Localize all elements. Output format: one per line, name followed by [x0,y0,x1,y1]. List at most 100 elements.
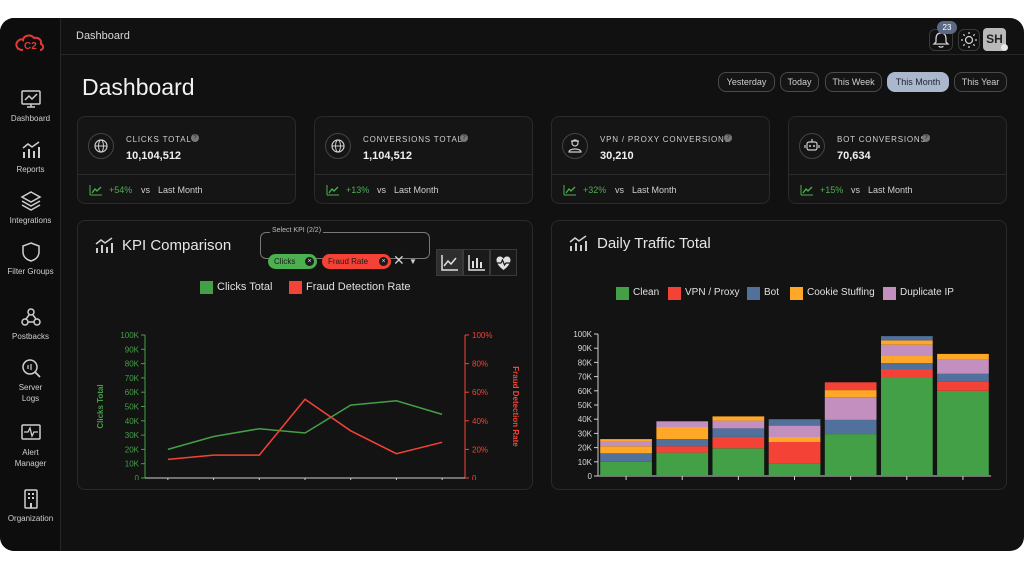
help-icon[interactable]: ? [460,134,468,142]
stat-label: CONVERSIONS TOTAL [363,135,463,144]
help-icon[interactable]: ? [724,134,732,142]
layers-icon [20,190,42,212]
bar-segment-vpn-proxy [937,382,989,391]
globe-cursor-icon [88,133,114,159]
bar-segment-clean [825,434,877,476]
bar-segment-cookie-stuffing [713,416,765,420]
chip-remove-icon[interactable]: × [379,257,388,266]
range-this-year-button[interactable]: This Year [954,72,1007,92]
bar-chart-icon [20,139,42,161]
legend-swatch-bot [747,287,760,300]
stat-card-vpn-proxy-conversions: VPN / PROXY CONVERSIONS ? 30,210 +32% vs… [551,116,770,204]
theme-toggle-button[interactable] [958,29,980,51]
y-tick-label: 0 [135,474,140,480]
kpi-chip-fraud-rate[interactable]: Fraud Rate × [322,254,391,269]
breadcrumb[interactable]: Dashboard [76,30,130,42]
range-this-month-button[interactable]: This Month [887,72,949,92]
stat-vs: vs [141,185,150,195]
bar-segment-cookie-stuffing [656,427,708,439]
app-window: C2 Dashboard Reports [0,18,1024,551]
bar-chart-type-button[interactable] [463,249,490,276]
stat-card-clicks-total: CLICKS TOTAL ? 10,104,512 +54% vs Last M… [77,116,296,204]
sidebar-item-filter-groups[interactable]: Filter Groups [0,241,61,277]
bar-segment-bot [825,420,877,434]
series-line-clicks-total [168,401,442,450]
x-tick-label: 2025-06-06 [886,483,927,484]
help-icon[interactable]: ? [191,134,199,142]
sidebar-item-organization[interactable]: Organization [0,488,61,524]
notification-count-badge: 23 [937,21,957,34]
stat-value: 10,104,512 [126,150,181,162]
divider [789,174,1006,175]
stat-card-bot-conversions: BOT CONVERSIONS ? 70,634 +15% vs Last Mo… [788,116,1007,204]
legend-label-fraud-rate: Fraud Detection Rate [306,281,411,293]
stat-vs: vs [851,185,860,195]
stat-value: 70,634 [837,150,871,162]
bar-segment-vpn-proxy [825,382,877,390]
stat-change: +13% [346,185,369,195]
stat-compare: Last Month [158,185,203,195]
x-tick-label: 2025-06-07 [942,483,983,484]
sidebar-item-postbacks[interactable]: Postbacks [0,306,61,342]
range-yesterday-button[interactable]: Yesterday [718,72,775,92]
range-today-button[interactable]: Today [780,72,819,92]
bar-segment-bot [937,374,989,382]
stat-card-conversions-total: CONVERSIONS TOTAL ? 1,104,512 +13% vs La… [314,116,533,204]
legend-label-bot: Bot [764,287,779,298]
kpi-chip-clicks[interactable]: Clicks × [268,254,317,269]
bar-segment-duplicate-ip [600,442,652,446]
stat-label: VPN / PROXY CONVERSIONS [600,135,731,144]
y-tick-label: 80K [125,360,140,369]
stat-label: BOT CONVERSIONS [837,135,927,144]
divider [315,174,532,175]
range-this-week-button[interactable]: This Week [825,72,882,92]
bar-segment-clean [656,453,708,476]
daily-traffic-bar-chart: 010K20K30K40K50K60K70K80K90K100K2025-06-… [551,302,1007,484]
sidebar-item-label: Organization [8,514,53,523]
y2-axis-label: Fraud Detection Rate [511,366,520,447]
x-tick-label: 2025-06-04 [774,483,815,484]
bar-segment-duplicate-ip [881,345,933,356]
trend-up-icon [563,184,577,196]
sidebar-item-integrations[interactable]: Integrations [0,190,61,226]
top-bar: Dashboard 23 SH [61,18,1024,55]
stat-compare: Last Month [632,185,677,195]
chevron-down-icon[interactable]: ▼ [409,257,417,266]
bar-segment-bot [600,453,652,462]
c2-logo[interactable]: C2 [13,32,47,54]
legend-swatch-duplicate-ip [883,287,896,300]
chip-remove-icon[interactable]: × [305,257,314,266]
trend-up-icon [89,184,103,196]
kpi-line-chart: 0 10K 20K 30K 40K 50K 60K 70K 80K 90K 100K 0 20% 40% 6… [77,300,533,480]
svg-text:C2: C2 [24,41,37,52]
y-tick-label: 30K [125,431,140,440]
sidebar-item-alert-manager[interactable]: Alert Manager [0,422,61,469]
bar-segment-cookie-stuffing [600,446,652,453]
bar-segment-duplicate-ip [937,360,989,374]
daily-traffic-title: Daily Traffic Total [597,235,711,252]
help-icon[interactable]: ? [922,134,930,142]
bar-segment-duplicate-ip [825,397,877,420]
x-tick-label: 2025-06-01 [606,483,647,484]
y-tick-label: 30K [578,429,593,438]
clear-selection-icon[interactable]: ✕ [393,252,405,269]
bar-segment-clean [881,378,933,476]
bar-segment-bot [881,336,933,340]
bar-segment-bot [881,363,933,369]
bar-segment-clean [713,448,765,476]
bar-segment-duplicate-ip [713,421,765,429]
sidebar-item-reports[interactable]: Reports [0,139,61,175]
line-chart-type-button[interactable] [436,249,463,276]
sidebar-item-server-logs[interactable]: Server Logs [0,357,61,404]
stat-value: 1,104,512 [363,150,412,162]
sidebar-item-dashboard[interactable]: Dashboard [0,88,61,124]
series-line-fraud-detection-rate [168,399,442,459]
legend-swatch-clean [616,287,629,300]
stat-change: +15% [820,185,843,195]
bar-segment-vpn-proxy [713,437,765,448]
bar-segment-cookie-stuffing [600,439,652,442]
chip-label: Clicks [274,257,295,266]
heartbeat-chart-type-button[interactable] [490,249,517,276]
sidebar-item-label: Reports [16,165,44,174]
y2-tick-label: 40% [472,417,488,426]
